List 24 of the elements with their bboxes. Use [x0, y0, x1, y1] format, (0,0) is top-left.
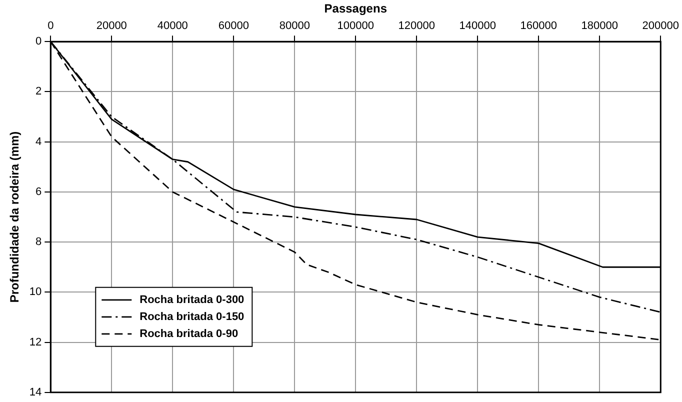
legend-label: Rocha britada 0-90 — [140, 328, 238, 340]
legend-label: Rocha britada 0-150 — [140, 310, 244, 323]
x-tick-label: 60000 — [218, 20, 249, 32]
y-tick-label: 8 — [36, 236, 42, 248]
x-tick-label: 80000 — [279, 20, 310, 32]
x-axis-title: Passagens — [324, 2, 388, 16]
x-tick-label: 100000 — [337, 20, 374, 32]
x-tick-label: 40000 — [157, 20, 188, 32]
y-axis-title: Profundidade da rodeira (mm) — [8, 131, 22, 303]
x-tick-label: 120000 — [398, 20, 435, 32]
y-tick-label: 2 — [36, 86, 42, 98]
legend-label: Rocha britada 0-300 — [140, 294, 244, 306]
x-tick-label: 0 — [48, 20, 54, 32]
x-tick-label: 140000 — [459, 20, 496, 32]
x-tick-label: 20000 — [96, 20, 127, 32]
y-tick-label: 14 — [29, 386, 42, 398]
y-tick-label: 4 — [36, 136, 42, 148]
x-tick-label: 160000 — [520, 20, 558, 32]
y-tick-label: 6 — [36, 186, 42, 198]
x-tick-label: 200000 — [642, 20, 680, 32]
y-tick-label: 12 — [29, 336, 42, 348]
y-tick-label: 0 — [36, 36, 42, 48]
y-tick-label: 10 — [29, 286, 42, 298]
x-tick-label: 180000 — [581, 20, 618, 32]
